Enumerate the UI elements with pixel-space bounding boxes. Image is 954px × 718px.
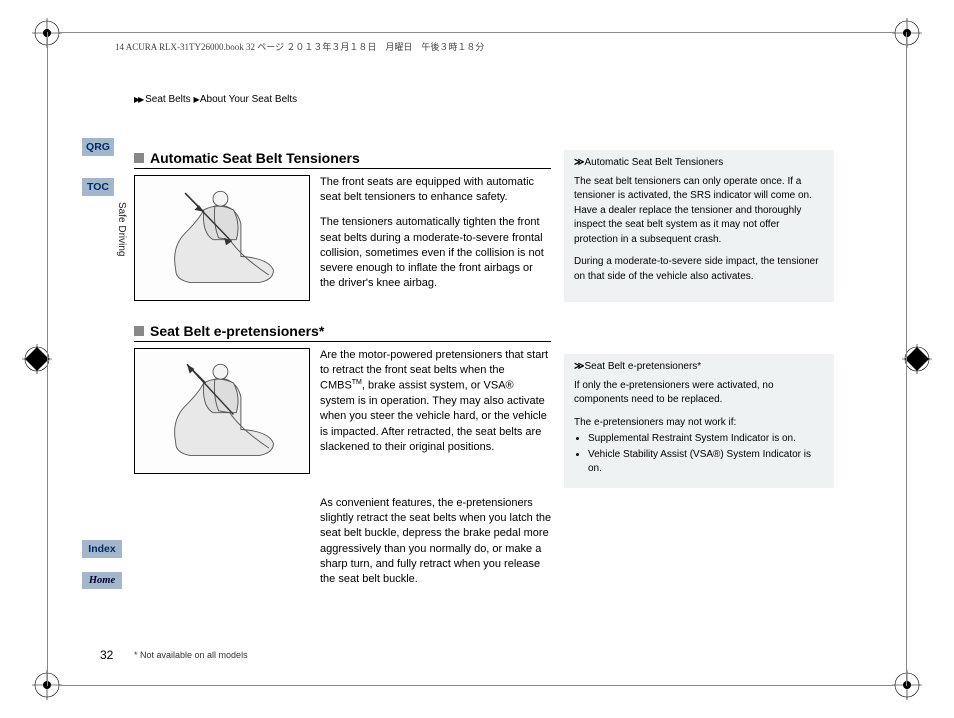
nav-home-button[interactable]: Home (82, 572, 122, 589)
sidebar-heading: ≫Automatic Seat Belt Tensioners (574, 156, 824, 171)
section-title: Seat Belt e-pretensioners* (150, 323, 324, 339)
book-meta-line: 14 ACURA RLX-31TY26000.book 32 ページ ２０１３年… (115, 40, 484, 53)
section-title: Automatic Seat Belt Tensioners (150, 150, 360, 166)
section-heading: Seat Belt e-pretensioners* (134, 323, 551, 342)
sidebar-arrow-icon: ≫ (574, 157, 580, 168)
page-number: 32 (100, 648, 113, 662)
page-frame-line (47, 32, 48, 686)
breadcrumb-arrow-icon: ▶ (193, 95, 197, 104)
body-paragraph: The front seats are equipped with automa… (320, 175, 551, 205)
page-frame-line (58, 685, 896, 686)
sidebar-bullet-list: Supplemental Restraint System Indicator … (574, 432, 824, 477)
sidebar-paragraph: During a moderate-to-severe side impact,… (574, 255, 824, 284)
seat-belt-illustration (134, 348, 310, 474)
sidebar-paragraph: The seat belt tensioners can only operat… (574, 175, 824, 248)
nav-qrg-button[interactable]: QRG (82, 138, 114, 156)
footnote: * Not available on all models (134, 650, 248, 660)
nav-toc-button[interactable]: TOC (82, 178, 114, 196)
sidebar-heading: ≫Seat Belt e-pretensioners* (574, 360, 824, 375)
crop-mark-icon (892, 18, 922, 48)
sidebar-bullet: Supplemental Restraint System Indicator … (588, 432, 824, 447)
section-side-label: Safe Driving (116, 202, 127, 256)
section-square-icon (134, 326, 144, 336)
sidebar-paragraph: If only the e-pretensioners were activat… (574, 379, 824, 408)
page-frame-line (58, 32, 896, 33)
seat-belt-illustration (134, 175, 310, 301)
sidebar-bullet: Vehicle Stability Assist (VSA®) System I… (588, 448, 824, 477)
section-square-icon (134, 153, 144, 163)
breadcrumb-seg[interactable]: About Your Seat Belts (200, 94, 297, 105)
crop-mark-icon (892, 670, 922, 700)
body-paragraph: The tensioners automatically tighten the… (320, 215, 551, 291)
breadcrumb: ▶▶ Seat Belts ▶ About Your Seat Belts (134, 94, 297, 105)
breadcrumb-seg[interactable]: Seat Belts (145, 94, 191, 105)
page-frame-line (906, 32, 907, 686)
body-paragraph: Are the motor-powered pretensioners that… (320, 348, 551, 455)
nav-index-button[interactable]: Index (82, 540, 122, 558)
body-paragraph: As convenient features, the e-pretension… (320, 496, 552, 587)
sidebar-paragraph: The e-pretensioners may not work if: (574, 416, 824, 431)
section-heading: Automatic Seat Belt Tensioners (134, 150, 551, 169)
breadcrumb-arrow-icon: ▶▶ (134, 95, 142, 104)
sidebar-arrow-icon: ≫ (574, 361, 580, 372)
sidebar-info-panel: ≫Automatic Seat Belt Tensioners The seat… (564, 150, 834, 488)
